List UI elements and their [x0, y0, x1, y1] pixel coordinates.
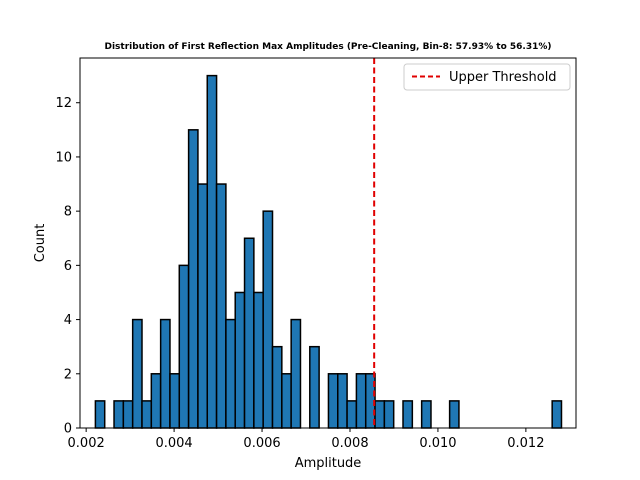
histogram-bar [337, 373, 348, 429]
y-tick-label: 4 [64, 313, 72, 328]
histogram-bar [197, 183, 209, 429]
x-tick-label: 0.002 [68, 436, 105, 451]
y-tick-label: 10 [55, 150, 72, 165]
histogram-bar [234, 291, 246, 429]
histogram-bar [402, 400, 414, 429]
histogram-bar [271, 345, 283, 429]
histogram-bar [383, 400, 395, 429]
histogram-bar [309, 345, 320, 429]
histogram-bar [281, 373, 292, 429]
histogram-bar [346, 400, 358, 429]
bars-group [94, 74, 563, 429]
x-axis-label: Amplitude [295, 456, 362, 471]
histogram-bar [169, 373, 181, 429]
histogram-bar [159, 318, 171, 429]
y-axis-ticks: 0 2 4 6 8 10 12 [55, 96, 80, 437]
histogram-bar [94, 400, 106, 429]
y-tick-label: 2 [64, 367, 72, 382]
y-axis-label: Count [33, 224, 48, 263]
chart-title: Distribution of First Reflection Max Amp… [105, 42, 552, 52]
plot-frame [79, 57, 577, 429]
x-tick-label: 0.008 [331, 436, 368, 451]
histogram-bar [131, 318, 143, 429]
y-tick-label: 8 [64, 205, 72, 220]
histogram-bar [374, 400, 386, 429]
histogram-bar [355, 373, 367, 429]
histogram-bar [225, 318, 236, 429]
histogram-bar [253, 291, 264, 429]
histogram-bar [327, 373, 339, 429]
x-tick-label: 0.012 [507, 436, 544, 451]
histogram-bar [551, 400, 563, 429]
histogram-bar [141, 400, 153, 429]
histogram-bar [150, 373, 162, 429]
histogram-bar [187, 129, 199, 429]
histogram-bar [122, 400, 134, 429]
histogram-bar [290, 318, 302, 429]
x-axis-ticks: 0.002 0.004 0.006 0.008 0.010 0.012 [68, 428, 544, 451]
y-tick-label: 12 [55, 96, 72, 111]
x-tick-label: 0.004 [155, 436, 192, 451]
histogram-bar [448, 400, 460, 429]
histogram-bar [420, 400, 432, 429]
histogram-bar [215, 183, 227, 429]
histogram-bar [262, 210, 274, 429]
y-tick-label: 6 [64, 259, 72, 274]
y-tick-label: 0 [64, 422, 72, 437]
histogram-bar [243, 237, 255, 429]
histogram-bar [178, 264, 190, 429]
legend-label-threshold: Upper Threshold [449, 70, 557, 85]
legend: Upper Threshold [403, 63, 571, 91]
x-tick-label: 0.010 [419, 436, 456, 451]
histogram-bar [113, 400, 125, 429]
legend-box [403, 63, 571, 91]
x-tick-label: 0.006 [243, 436, 280, 451]
histogram-bar [206, 74, 218, 429]
